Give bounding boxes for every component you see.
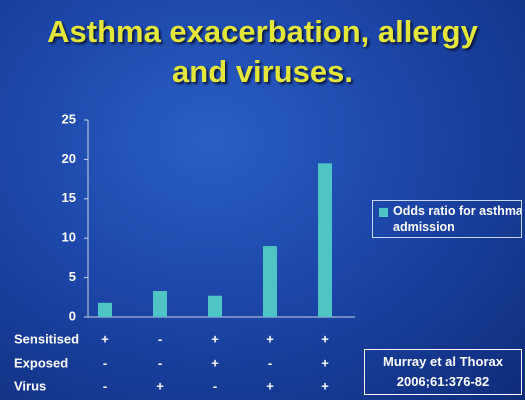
table-cell: + bbox=[321, 378, 329, 393]
table-cell: + bbox=[321, 331, 329, 346]
bar bbox=[98, 302, 112, 317]
bar bbox=[263, 246, 277, 317]
y-tick-label: 0 bbox=[69, 308, 76, 323]
table-cell: - bbox=[213, 378, 217, 393]
y-tick-label: 10 bbox=[62, 230, 76, 245]
table-cell: + bbox=[266, 331, 274, 346]
table-cell: + bbox=[321, 355, 329, 370]
title-text: Asthma exacerbation, allergy and viruses… bbox=[47, 14, 478, 89]
table-cell: + bbox=[266, 378, 274, 393]
legend-swatch bbox=[379, 208, 388, 217]
table-cell: - bbox=[268, 355, 272, 370]
y-tick-label: 20 bbox=[62, 151, 76, 166]
row-label: Exposed bbox=[14, 355, 68, 370]
table-cell: - bbox=[103, 378, 107, 393]
table-cell: + bbox=[156, 378, 164, 393]
bar bbox=[318, 163, 332, 317]
slide-title: Asthma exacerbation, allergy and viruses… bbox=[10, 12, 515, 92]
legend-label: Odds ratio for asthma admission bbox=[393, 204, 522, 234]
table-cell: + bbox=[101, 331, 109, 346]
citation: Murray et al Thorax 2006;61:376-82 bbox=[364, 349, 522, 395]
legend: Odds ratio for asthma admission bbox=[372, 200, 522, 238]
row-label: Sensitised bbox=[14, 331, 79, 346]
table-cell: + bbox=[211, 331, 219, 346]
table-cell: - bbox=[103, 355, 107, 370]
table-cell: + bbox=[211, 355, 219, 370]
table-cell: - bbox=[158, 355, 162, 370]
y-tick-label: 5 bbox=[69, 269, 76, 284]
bar bbox=[208, 295, 222, 317]
row-label: Virus bbox=[14, 378, 46, 393]
bar bbox=[153, 290, 167, 317]
y-tick-label: 25 bbox=[62, 111, 76, 126]
y-tick-label: 15 bbox=[62, 190, 76, 205]
table-cell: - bbox=[158, 331, 162, 346]
